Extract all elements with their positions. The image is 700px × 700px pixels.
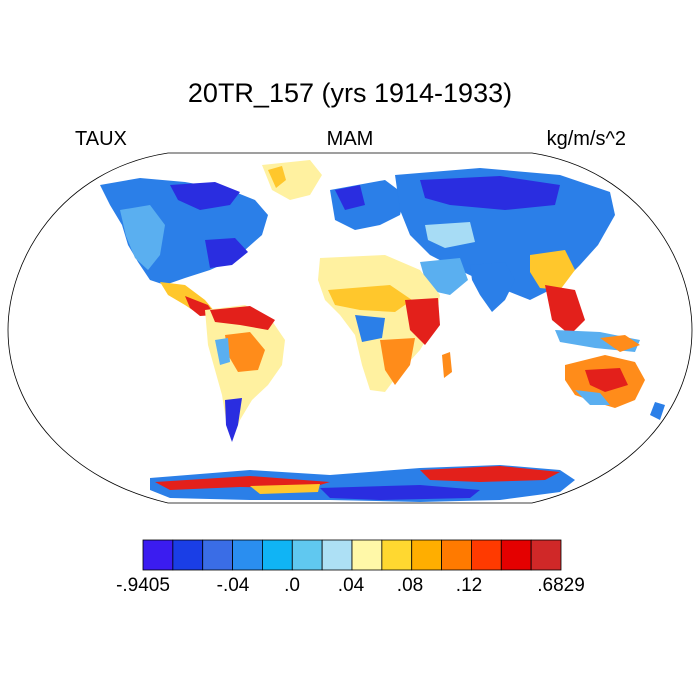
europe: [330, 180, 405, 230]
south-america-south: [225, 398, 242, 442]
madagascar: [442, 352, 452, 378]
antarctica-yellow: [250, 484, 320, 494]
africa-central: [355, 315, 385, 342]
colorbar-box: [381, 539, 413, 571]
new-guinea: [600, 335, 640, 352]
season-label: MAM: [326, 128, 374, 150]
colorbar-label: .0: [284, 575, 300, 596]
australia-south: [575, 390, 610, 405]
india: [470, 262, 515, 312]
colorbar-box: [351, 539, 383, 571]
colorbar-label: -.04: [216, 575, 250, 596]
colorbar-box: [262, 539, 293, 571]
colorbar-box: [441, 539, 472, 571]
south-america-interior: [225, 332, 265, 372]
north-america-arctic: [170, 182, 240, 210]
colorbar-label: .08: [396, 575, 424, 596]
colorbar-label: .04: [337, 575, 365, 596]
europe-north: [335, 185, 365, 210]
north-america-west: [120, 205, 165, 270]
south-america-midwest: [215, 338, 230, 365]
africa-sahel: [328, 285, 412, 312]
map-title: 20TR_157 (yrs 1914-1933): [187, 78, 513, 108]
colorbar-box: [321, 539, 353, 571]
colorbar-label: -.9405: [116, 575, 170, 596]
greenland: [262, 160, 322, 200]
variable-label: TAUX: [75, 128, 127, 150]
colorbar-box: [142, 539, 174, 571]
colorbar-box: [232, 539, 263, 571]
colorbar-box: [172, 539, 204, 571]
colorbar-box: [202, 539, 233, 571]
australia-center: [585, 368, 628, 392]
colorbar-label: .6829: [537, 575, 585, 596]
map-boundary: [7, 152, 693, 504]
south-america-north: [210, 306, 275, 330]
asia-china: [530, 250, 575, 290]
asia-siberia: [420, 176, 560, 210]
asia-southeast: [545, 285, 585, 335]
antarctica-dark: [320, 485, 480, 500]
antarctica-red-band-2: [420, 466, 560, 482]
asia-central: [425, 222, 475, 248]
greenland-edge: [268, 166, 286, 188]
colorbar-box: [411, 539, 442, 571]
colorbar-box: [291, 539, 323, 571]
colorbar-label: .12: [455, 575, 483, 596]
colorbar-box: [500, 539, 532, 571]
africa-south: [380, 338, 415, 385]
colorbar-box: [530, 539, 562, 571]
colorbar-box: [471, 539, 502, 571]
units-label: kg/m/s^2: [546, 128, 626, 150]
colorbar: [142, 539, 562, 571]
africa-east: [405, 298, 440, 345]
north-america-east: [205, 238, 248, 268]
new-zealand: [650, 402, 665, 420]
